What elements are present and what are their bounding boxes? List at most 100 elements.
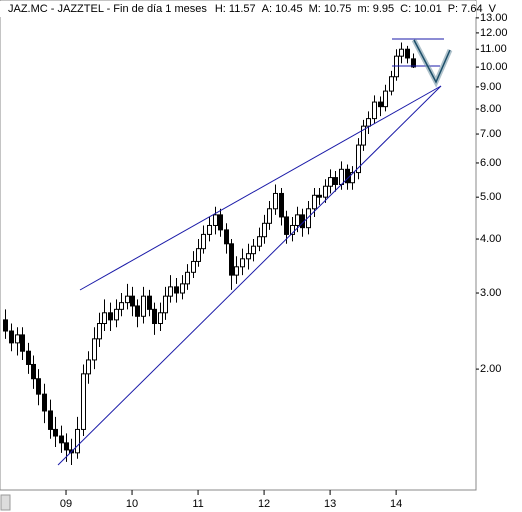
plot-frame [0, 0, 477, 491]
candle-body [75, 428, 80, 454]
candle-body [3, 319, 8, 332]
candle-body [405, 48, 410, 59]
candle-body [174, 286, 179, 294]
candle-body [42, 393, 47, 412]
candle [3, 309, 8, 339]
y-tick-label: 2.00 [480, 363, 501, 375]
header-stat: m: 9.95 [357, 3, 394, 15]
projection-arrow [413, 39, 451, 84]
candle-body [130, 295, 135, 307]
candle-body [323, 185, 328, 198]
candle [350, 166, 355, 190]
candle [366, 111, 371, 135]
candle [15, 327, 20, 356]
x-tick-label: 10 [126, 498, 138, 510]
x-tick-label: 12 [258, 498, 270, 510]
x-tick-label: 09 [60, 498, 72, 510]
candle-body [53, 428, 58, 437]
candle [20, 327, 25, 360]
candle-body [191, 260, 196, 273]
y-tick-label: 9.00 [480, 81, 501, 93]
candle-body [229, 243, 234, 276]
x-tick-label: 11 [192, 498, 203, 510]
candle [196, 239, 201, 267]
candle-body [411, 58, 416, 68]
candle-body [345, 168, 350, 184]
candle [279, 188, 284, 226]
candle-body [383, 90, 388, 108]
candle [229, 239, 234, 290]
candle [141, 286, 146, 324]
candle-body [366, 118, 371, 127]
candle [152, 302, 157, 335]
candle-body [267, 208, 272, 224]
candle [147, 289, 152, 317]
candle [191, 251, 196, 278]
candle-body [218, 214, 223, 231]
drawings [57, 38, 453, 466]
candle [81, 364, 86, 437]
y-tick-label: 4.00 [480, 233, 501, 245]
candle-body [312, 194, 317, 210]
candle [224, 223, 229, 254]
candle [168, 275, 173, 303]
y-tick-label: 5.00 [480, 191, 501, 203]
candle [399, 42, 404, 64]
candle-body [108, 312, 113, 321]
candle-body [378, 101, 383, 108]
candle [135, 299, 140, 328]
candle-body [114, 308, 119, 321]
header-stat: A: 10.45 [262, 3, 303, 15]
candle [102, 299, 107, 332]
y-tick-label: 3.00 [480, 287, 501, 299]
trend-line [57, 85, 442, 466]
candle-body [317, 194, 322, 198]
candle-body [207, 224, 212, 235]
candle-body [102, 312, 107, 325]
candle-body [185, 271, 190, 285]
candle [378, 96, 383, 117]
x-tick-label: 14 [390, 498, 402, 510]
candle [333, 170, 338, 192]
header-stat: C: 10.01 [400, 3, 442, 15]
candle-body [399, 48, 404, 57]
y-tick-label: 11.00 [480, 43, 507, 55]
candle [328, 169, 333, 194]
candle [240, 248, 245, 276]
plot-area [3, 42, 416, 465]
candle-body [284, 216, 289, 235]
candle-body [361, 125, 366, 146]
candle [323, 179, 328, 203]
candle [163, 286, 168, 320]
candle [361, 119, 366, 151]
candle-body [48, 410, 53, 430]
candle-body [240, 258, 245, 268]
candle-body [180, 283, 185, 294]
candle [48, 399, 53, 439]
y-tick-label: 13.00 [480, 12, 508, 24]
header-stat: M: 10.75 [309, 3, 352, 15]
candle [125, 283, 130, 310]
header-stat: H: 11.57 [215, 3, 256, 15]
candle [356, 138, 361, 180]
candle-body [86, 359, 91, 375]
header: JAZ.MC - JAZZTEL - Fin de día 1 meses H: … [0, 1, 497, 17]
candle-body [234, 266, 239, 276]
candle [372, 95, 377, 124]
candle [312, 188, 317, 217]
scroll-button[interactable] [0, 494, 11, 511]
candle-body [273, 192, 278, 210]
candle-body [339, 168, 344, 185]
candle [207, 216, 212, 242]
candle [251, 239, 256, 262]
candle-body [135, 305, 140, 317]
candle [405, 45, 410, 64]
candle [108, 302, 113, 332]
candle-body [15, 334, 20, 344]
candle-body [26, 350, 31, 365]
candle-body [163, 295, 168, 314]
candle [262, 214, 267, 244]
y-tick-label: 8.00 [480, 103, 501, 115]
candle-body [251, 245, 256, 255]
candle-body [213, 214, 218, 226]
